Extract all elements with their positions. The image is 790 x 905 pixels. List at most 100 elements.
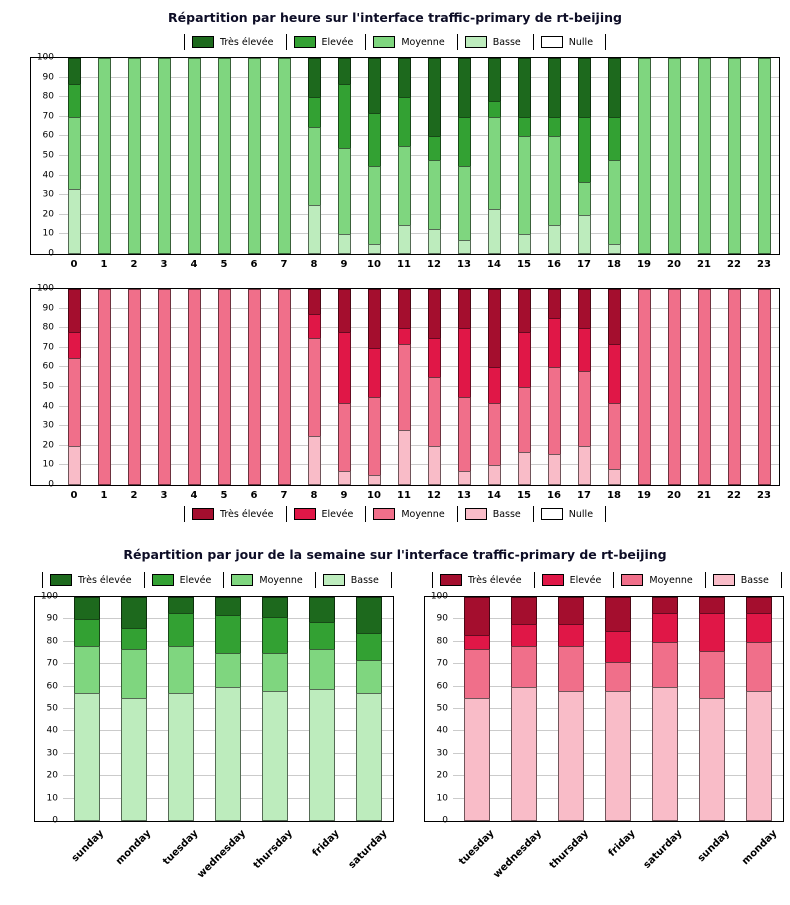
y-tick-label: 10 <box>42 228 54 239</box>
y-tick-label: 0 <box>52 815 58 826</box>
bar-segment <box>307 338 321 436</box>
bar-slot <box>594 597 641 821</box>
x-tick-label: 17 <box>577 259 591 270</box>
stacked-bar <box>277 289 291 485</box>
bar-segment <box>463 648 490 698</box>
gridline <box>59 96 779 98</box>
x-tick-label: 7 <box>280 490 288 501</box>
x-tick-label: 22 <box>727 490 741 501</box>
bar-slot <box>359 289 389 485</box>
bar-segment <box>746 641 773 692</box>
bar-segment <box>577 116 591 182</box>
y-tick-label: 80 <box>42 91 54 102</box>
legend-swatch <box>464 508 487 520</box>
bar-segment <box>120 597 147 629</box>
bar-segment <box>120 697 147 821</box>
x-tick-label: 21 <box>697 259 711 270</box>
legend-item: Moyenne <box>613 572 704 588</box>
stacked-bar <box>157 58 171 254</box>
bar-slot <box>239 58 269 254</box>
legend-weekly-red: Très élevée Elevée Moyenne Basse <box>424 572 784 588</box>
bar-segment <box>457 471 471 485</box>
bar-segment <box>547 318 561 368</box>
bar-segment <box>607 159 621 245</box>
stacked-bar <box>247 289 261 485</box>
y-tick-label: 60 <box>42 130 54 141</box>
bar-segment <box>427 338 441 378</box>
bar-segment <box>547 453 561 485</box>
bar-slot <box>689 597 736 821</box>
chart-weekly-green: 0 10 20 30 40 50 60 70 80 90 100 sunday monday tuesda… <box>34 591 394 898</box>
bar-segment <box>367 396 381 476</box>
stacked-bar <box>427 289 441 485</box>
stacked-bar <box>667 289 681 485</box>
x-tick-label: saturday <box>642 828 685 871</box>
stacked-bar <box>67 58 81 254</box>
x-tick-slot: wednesday <box>491 826 547 898</box>
bar-segment <box>487 58 501 102</box>
bar-segment <box>67 445 81 485</box>
legend-item-label: Elevée <box>179 574 212 586</box>
bar-slot <box>89 58 119 254</box>
bar-segment <box>604 691 631 821</box>
y-tick-label: 0 <box>48 479 54 490</box>
x-tick-label: 3 <box>160 490 168 501</box>
stacked-bar <box>604 597 631 821</box>
bar-slot <box>63 597 110 821</box>
x-tick-label: 4 <box>190 490 198 501</box>
bar-segment <box>356 632 383 660</box>
legend-swatch <box>50 574 72 586</box>
bar-segment <box>577 289 591 329</box>
bar-segment <box>463 635 490 649</box>
stacked-bar <box>73 597 100 821</box>
stacked-bar <box>463 597 490 821</box>
bar-segment <box>262 617 289 654</box>
bar-segment <box>699 697 726 821</box>
bar-slot <box>749 58 779 254</box>
legend-item: Moyenne <box>223 572 314 588</box>
x-tick-label: 2 <box>130 259 138 270</box>
weekly-green-column: Très élevée Elevée Moyenne Basse 0 10 20 30 40 5… <box>34 570 394 898</box>
bar-segment <box>487 402 501 466</box>
legend-item-label: Elevée <box>321 36 354 48</box>
y-tick-label: 100 <box>40 591 58 602</box>
x-tick-label: 9 <box>340 490 348 501</box>
bar-slot <box>59 289 89 485</box>
gridline <box>59 135 779 137</box>
bar-segment <box>73 646 100 694</box>
legend-item: Basse <box>456 506 533 522</box>
x-tick-label: 11 <box>397 259 411 270</box>
stacked-bar <box>67 289 81 485</box>
bar-segment <box>607 469 621 485</box>
plot-frame: 0 10 20 30 40 50 60 70 80 90 100 <box>30 53 780 258</box>
bar-segment <box>97 58 111 254</box>
bar-segment <box>746 691 773 821</box>
bar-slot <box>479 58 509 254</box>
bar-slot <box>539 58 569 254</box>
gridline <box>59 464 779 466</box>
bar-slot <box>599 289 629 485</box>
legend-item-label: Nulle <box>568 36 594 48</box>
bar-segment <box>487 101 501 117</box>
bar-segment <box>187 58 201 254</box>
hourly-chart-title: Répartition par heure sur l'interface tr… <box>168 10 622 25</box>
bar-segment <box>517 289 531 333</box>
y-tick-label: 10 <box>42 459 54 470</box>
x-tick-label: 1 <box>100 490 108 501</box>
x-tick-label: 20 <box>667 259 681 270</box>
stacked-bar <box>757 58 771 254</box>
bar-segment <box>607 244 621 254</box>
bar-segment <box>167 612 194 647</box>
bar-segment <box>337 471 351 485</box>
legend-item: Très élevée <box>183 34 286 50</box>
bar-slot <box>642 597 689 821</box>
bar-segment <box>307 58 321 98</box>
chart-hourly-green: 0 10 20 30 40 50 60 70 80 90 100 0 1 2 3 4 5 6 7 8 9 10 11 12 13… <box>30 53 780 270</box>
bar-segment <box>214 653 241 687</box>
plot-area <box>63 597 393 821</box>
bar-segment <box>510 646 537 687</box>
bar-slot <box>659 58 689 254</box>
legend-item-label: Moyenne <box>259 574 303 586</box>
bar-slot <box>239 289 269 485</box>
x-tick-label: saturday <box>346 828 390 871</box>
